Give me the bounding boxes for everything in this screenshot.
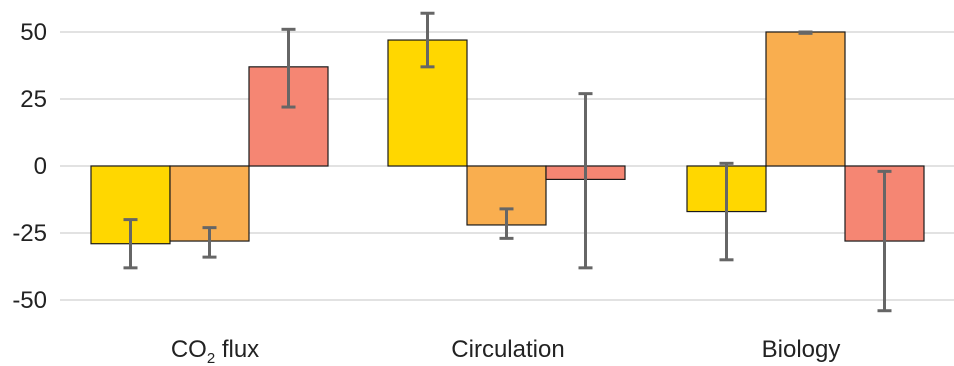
error-bar	[281, 27, 296, 109]
category-label-biology: Biology	[762, 336, 841, 363]
error-bar	[798, 30, 813, 35]
error-bar	[719, 161, 734, 262]
x-axis-categories: CO2 flux Circulation Biology	[171, 336, 841, 366]
error-bar	[202, 226, 217, 259]
bar-series-2-biology	[765, 31, 846, 167]
y-axis-ticks: 50 25 0 -25 -50	[12, 19, 47, 314]
error-bar	[123, 218, 138, 270]
y-tick-label: 50	[20, 19, 47, 46]
y-tick-label: 25	[20, 86, 47, 113]
error-bars	[123, 11, 892, 313]
y-tick-label: -25	[12, 220, 47, 247]
error-bar	[877, 169, 892, 313]
category-label-co2-flux: CO2 flux	[171, 336, 259, 366]
error-bar	[499, 207, 514, 240]
category-label-circulation: Circulation	[451, 336, 564, 363]
bar-series-1-circulation	[387, 39, 468, 167]
y-tick-label: -50	[12, 287, 47, 314]
error-bar	[420, 11, 435, 69]
bars	[90, 31, 925, 245]
error-bar	[578, 92, 593, 270]
y-tick-label: 0	[34, 153, 47, 180]
